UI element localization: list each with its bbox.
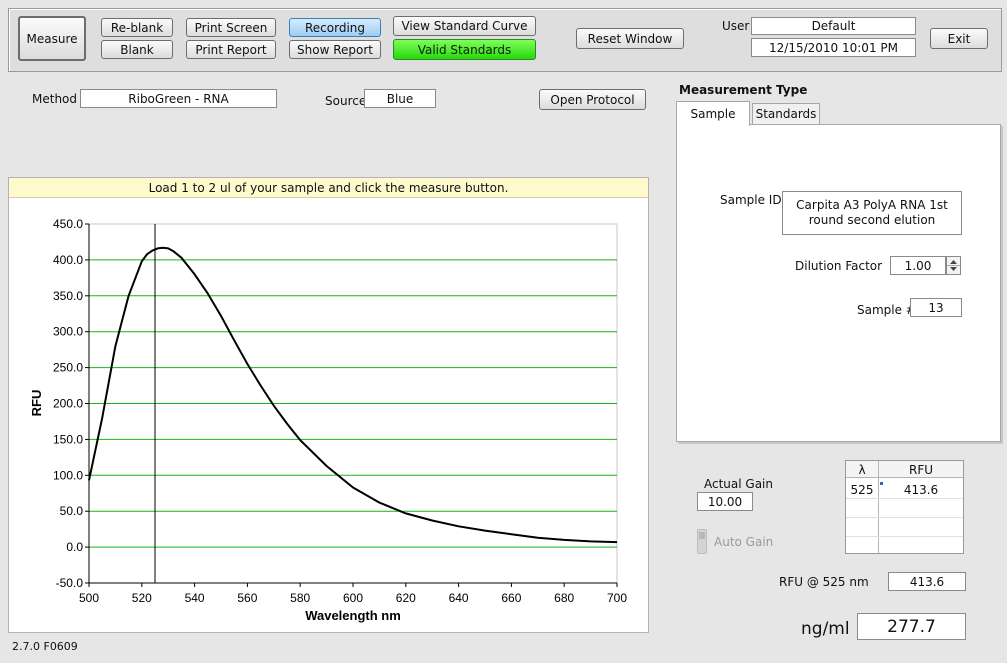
user-field: Default [751, 17, 916, 35]
concentration-field: 277.7 [857, 613, 966, 640]
x-axis-title: Wavelength nm [305, 608, 401, 623]
reblank-button[interactable]: Re-blank [101, 18, 173, 37]
y-tick-label: 300.0 [53, 325, 83, 339]
rfu-at-wavelength-field: 413.6 [888, 572, 966, 591]
rfu-table-header-rfu: RFU [908, 462, 934, 477]
series-line [88, 246, 618, 544]
y-tick-label: 200.0 [53, 397, 83, 411]
x-tick-label: 660 [501, 591, 521, 605]
actual-gain-field: 10.00 [697, 492, 753, 511]
y-tick-label: -50.0 [56, 576, 84, 590]
open-protocol-button[interactable]: Open Protocol [539, 89, 646, 110]
sample-number-field: 13 [910, 298, 962, 317]
user-label: User [722, 19, 750, 33]
y-tick-label: 0.0 [66, 540, 83, 554]
x-tick-label: 700 [607, 591, 627, 605]
actual-gain-label: Actual Gain [704, 477, 773, 491]
y-tick-label: 150.0 [53, 432, 83, 446]
dilution-factor-input[interactable]: 1.00 [890, 256, 946, 275]
sample-id-field[interactable]: Carpita A3 PolyA RNA 1st round second el… [782, 191, 962, 235]
y-tick-label: 100.0 [53, 468, 83, 482]
x-tick-label: 500 [79, 591, 99, 605]
source-field: Blue [364, 89, 436, 108]
blank-button[interactable]: Blank [101, 40, 173, 59]
measurement-type-heading: Measurement Type [679, 83, 808, 97]
column-divider [878, 461, 879, 553]
method-field: RiboGreen - RNA [80, 89, 277, 108]
sample-id-label: Sample ID [720, 193, 782, 207]
concentration-unit-label: ng/ml [801, 619, 850, 639]
show-report-button[interactable]: Show Report [289, 40, 381, 59]
y-tick-label: 250.0 [53, 361, 83, 375]
y-tick-label: 450.0 [53, 217, 83, 231]
toggle-knob [699, 532, 705, 539]
dilution-factor-label: Dilution Factor [795, 259, 883, 273]
source-label: Source [325, 94, 367, 108]
measurement-type-panel [676, 124, 1001, 442]
x-tick-label: 560 [237, 591, 257, 605]
x-tick-label: 680 [554, 591, 574, 605]
y-tick-label: 350.0 [53, 289, 83, 303]
cell-cursor-icon [880, 482, 883, 485]
auto-gain-toggle[interactable] [697, 529, 707, 554]
y-tick-label: 400.0 [53, 253, 83, 267]
stepper-arrows-icon [947, 260, 960, 271]
rfu-table-header-lambda: λ [858, 462, 866, 477]
x-tick-label: 640 [449, 591, 469, 605]
rfu-at-wavelength-label: RFU @ 525 nm [779, 575, 869, 589]
version-label: 2.7.0 F0609 [12, 640, 78, 653]
print-report-button[interactable]: Print Report [186, 40, 276, 59]
table-cell-wavelength: 525 [850, 483, 874, 497]
row-line [846, 498, 963, 499]
x-tick-label: 580 [290, 591, 310, 605]
y-tick-label: 50.0 [60, 504, 84, 518]
x-tick-label: 600 [343, 591, 363, 605]
view-standard-curve-button[interactable]: View Standard Curve [393, 16, 536, 36]
dilution-factor-stepper[interactable] [946, 256, 961, 275]
exit-button[interactable]: Exit [930, 28, 988, 49]
tab-sample[interactable]: Sample [676, 101, 750, 126]
recording-button[interactable]: Recording [289, 18, 381, 37]
row-line [846, 536, 963, 537]
x-tick-label: 520 [132, 591, 152, 605]
measure-button[interactable]: Measure [18, 16, 86, 61]
rfu-table: λ RFU 525 413.6 [845, 460, 964, 554]
x-tick-label: 620 [396, 591, 416, 605]
print-screen-button[interactable]: Print Screen [186, 18, 276, 37]
datetime-field: 12/15/2010 10:01 PM [751, 38, 916, 57]
table-cell-rfu: 413.6 [903, 483, 939, 497]
auto-gain-label: Auto Gain [714, 535, 774, 549]
x-tick-label: 540 [185, 591, 205, 605]
tab-standards[interactable]: Standards [752, 103, 820, 124]
sample-number-label: Sample # [857, 303, 916, 317]
method-label: Method [32, 92, 78, 106]
rfu-table-header [846, 461, 963, 478]
reset-window-button[interactable]: Reset Window [576, 28, 684, 49]
instruction-banner: Load 1 to 2 ul of your sample and click … [9, 178, 648, 198]
row-line [846, 517, 963, 518]
valid-standards-indicator: Valid Standards [393, 39, 536, 60]
y-axis-title: RFU [29, 390, 44, 417]
